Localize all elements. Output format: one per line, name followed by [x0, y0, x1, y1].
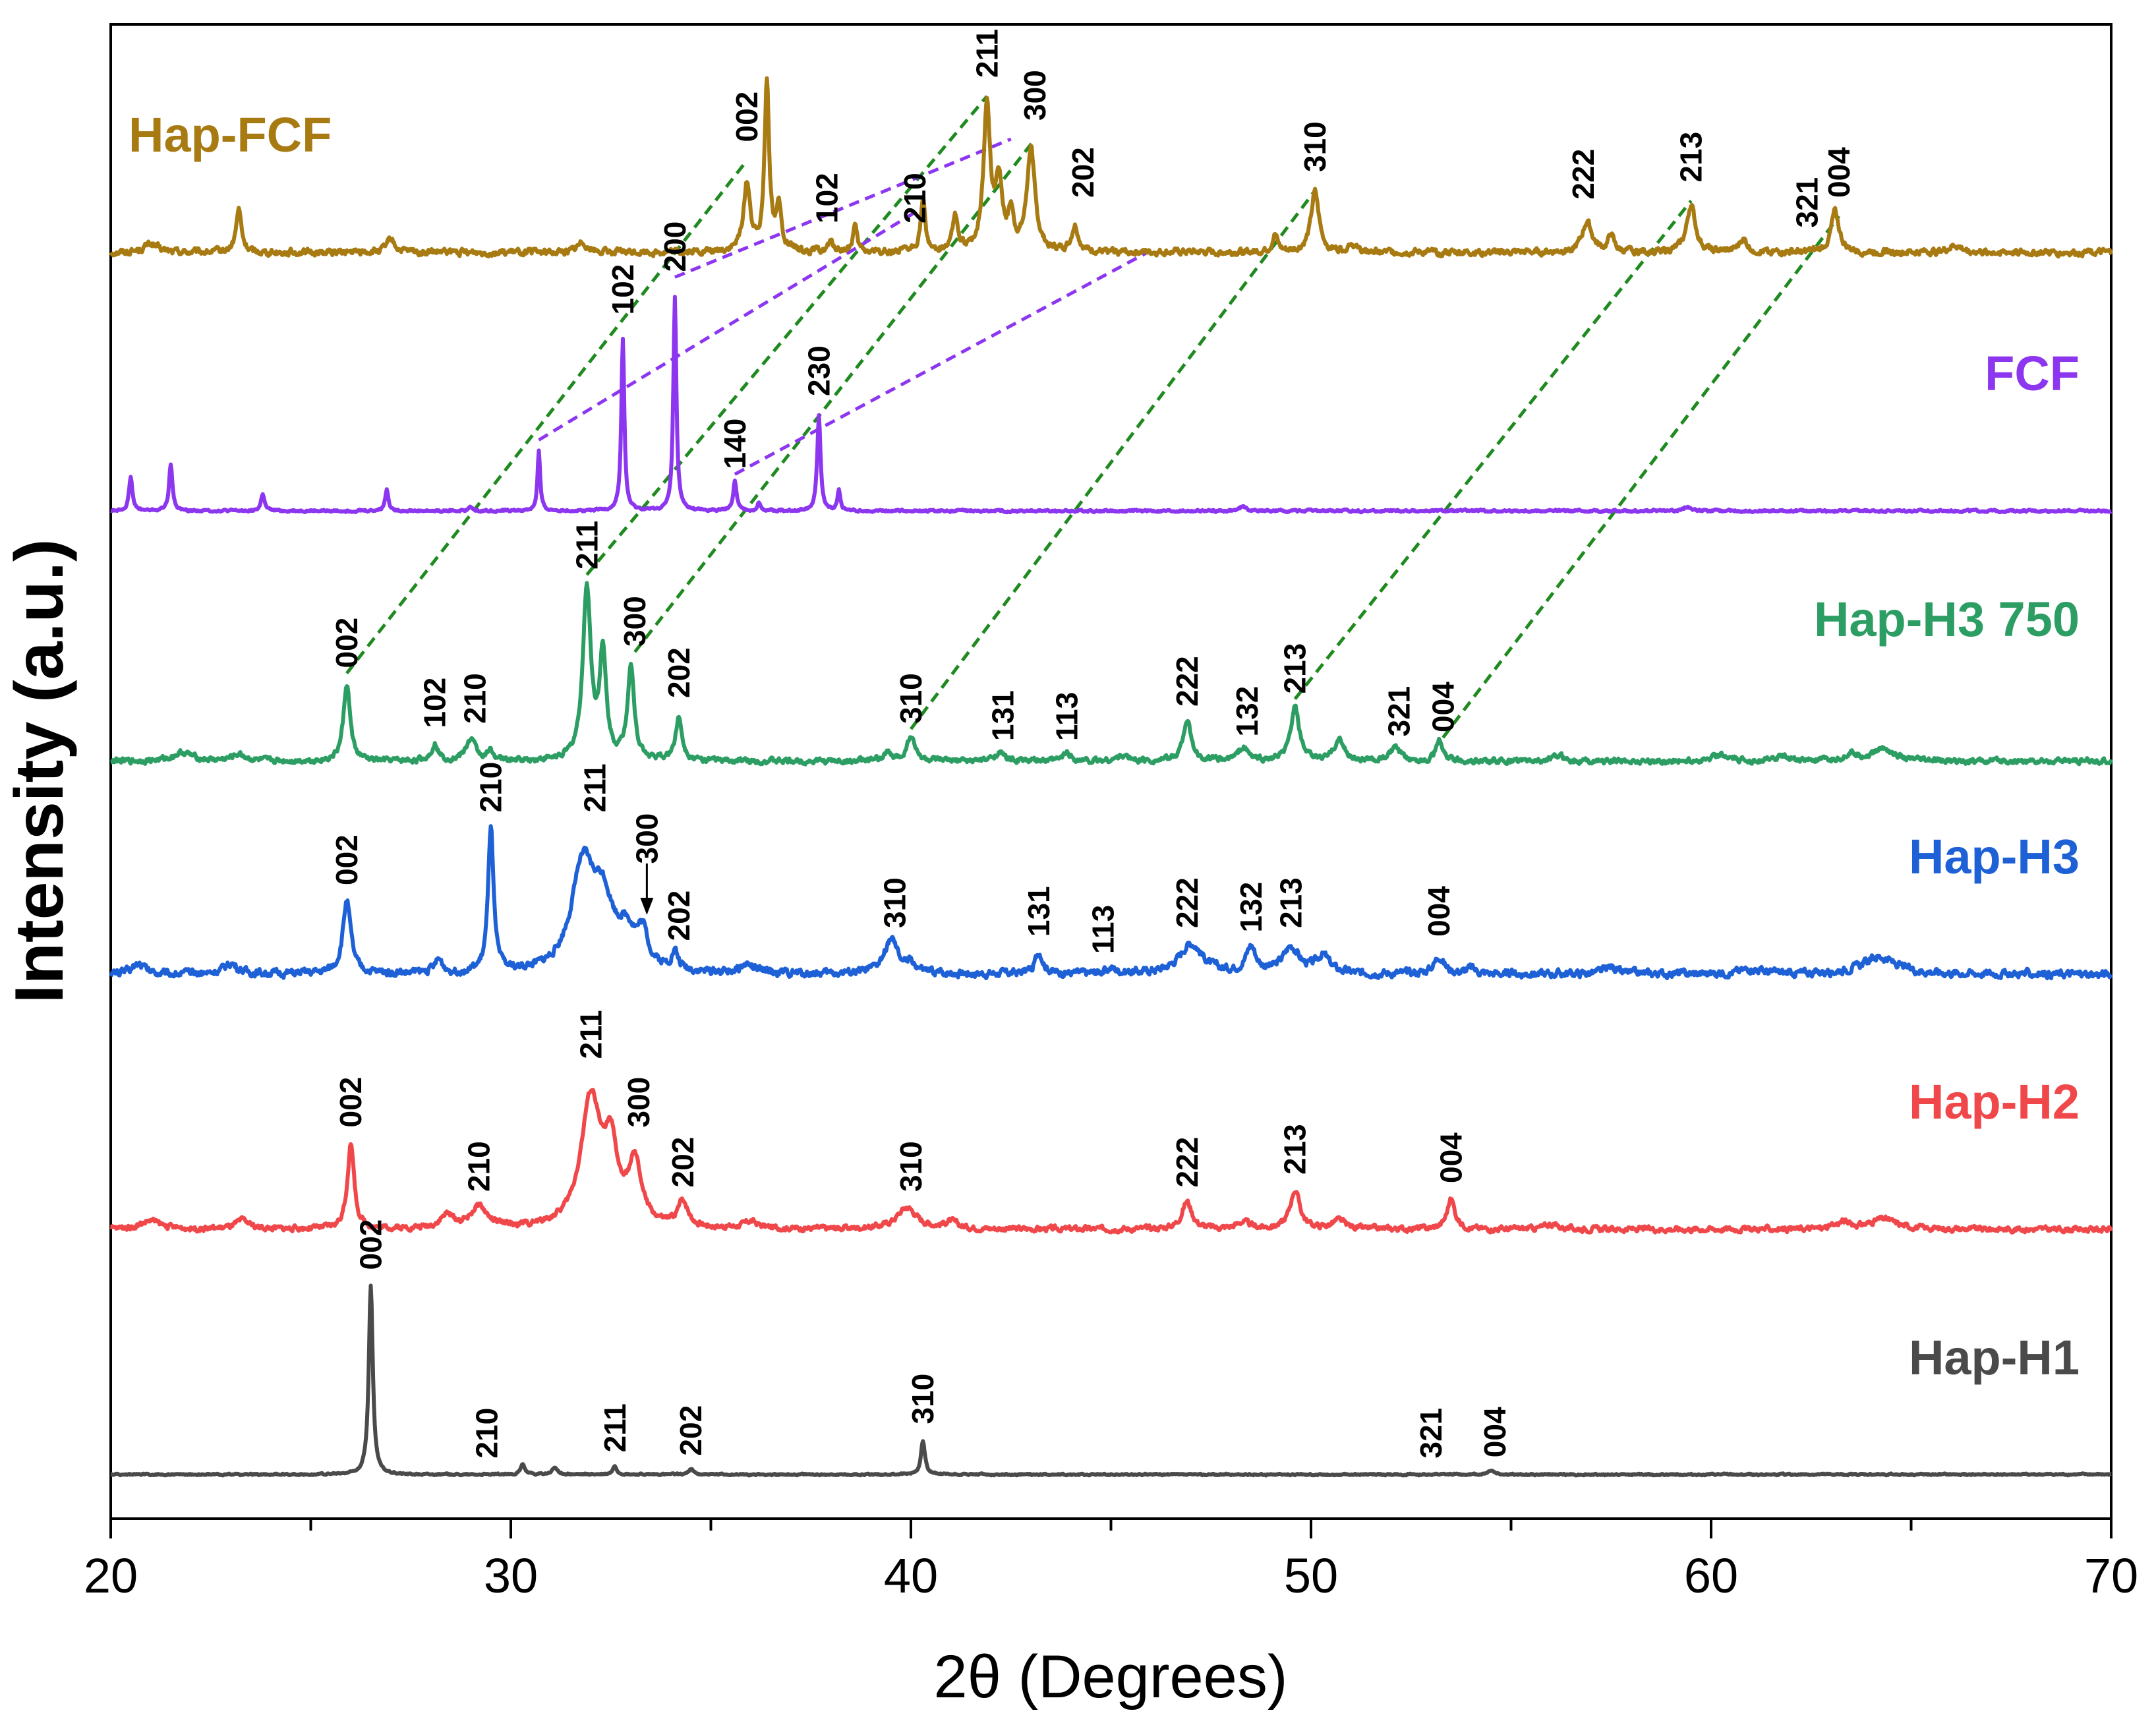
peak-label: 132 [1230, 686, 1264, 737]
peak-label: 300 [1018, 70, 1052, 121]
guide-line [633, 138, 1037, 653]
x-tick-label: 40 [884, 1548, 938, 1603]
peak-label: 300 [629, 813, 664, 864]
peak-label: 213 [1278, 1124, 1312, 1175]
x-tick-label: 70 [2084, 1548, 2138, 1603]
x-tick-label: 60 [1684, 1548, 1738, 1603]
guide-line [538, 206, 924, 442]
peak-label: 321 [1790, 177, 1824, 228]
series-label-hap-fcf: Hap-FCF [129, 107, 332, 162]
peak-label: 211 [598, 1403, 632, 1452]
peak-label: 210 [461, 1141, 496, 1192]
peak-label: 200 [658, 221, 692, 272]
peak-label: 321 [1414, 1408, 1448, 1459]
guide-line [585, 95, 989, 576]
peak-label: 113 [1086, 905, 1120, 954]
peak-label: 113 [1050, 692, 1084, 741]
peak-label: 230 [801, 345, 836, 396]
guide-line [734, 249, 1152, 476]
x-axis-title: 2θ (Degrees) [934, 1643, 1288, 1710]
peak-label: 202 [666, 1137, 700, 1188]
series-label-hap-h2: Hap-H2 [1909, 1074, 2080, 1129]
peak-label: 004 [1822, 147, 1856, 198]
series-label-hap-h3: Hap-H3 [1909, 829, 2080, 884]
x-axis: 20 30 40 50 60 70 [84, 1519, 2138, 1603]
peak-label: 300 [618, 596, 652, 647]
series-line-hap-h2 [109, 1088, 2113, 1235]
x-tick-label: 20 [84, 1548, 138, 1603]
peak-label: 102 [606, 264, 640, 315]
series-line-hap-h1 [109, 1283, 2112, 1478]
peak-label: 102 [810, 173, 844, 223]
peak-label: 211 [569, 521, 604, 570]
peak-label: 213 [1674, 132, 1708, 183]
peak-label: 102 [418, 678, 452, 728]
series-group [109, 76, 2113, 1478]
series-label-hap-h1: Hap-H1 [1909, 1330, 2080, 1385]
peak-label: 321 [1382, 686, 1416, 737]
peak-label: 002 [334, 1077, 368, 1128]
series-line-hap-h3 [109, 824, 2113, 981]
peak-label: 132 [1234, 882, 1268, 933]
peak-label: 222 [1170, 1137, 1204, 1188]
peak-label: 211 [573, 1010, 608, 1059]
peak-label: 004 [1434, 1132, 1468, 1183]
peak-label: 131 [1022, 886, 1056, 937]
peak-label: 131 [986, 690, 1020, 741]
guide-line [1293, 200, 1693, 701]
peak-label: 002 [354, 1219, 388, 1270]
peak-label: 222 [1170, 656, 1204, 707]
series-line-hap-fcf [109, 76, 2113, 259]
peak-label: 202 [662, 647, 696, 698]
peak-label: 222 [1170, 877, 1204, 928]
peak-label: 211 [578, 763, 612, 812]
peak-label: 210 [457, 673, 492, 724]
peak-label: 213 [1274, 877, 1308, 928]
peak-label: 310 [906, 1374, 940, 1424]
guide-lines [345, 95, 1841, 739]
peak-label: 004 [1426, 682, 1460, 732]
guide-line [674, 137, 1012, 279]
peak-label: 002 [330, 618, 364, 668]
peak-label: 140 [718, 419, 752, 469]
peak-label: 002 [330, 834, 364, 885]
peak-label: 202 [662, 891, 696, 941]
peak-label: 202 [1066, 147, 1100, 198]
peak-label: 004 [1478, 1407, 1512, 1457]
peak-label: 310 [1298, 121, 1332, 172]
peak-label: 004 [1422, 886, 1456, 937]
series-line-hap-h3-750 [109, 581, 2113, 767]
peak-label: 210 [474, 762, 508, 813]
peak-label: 300 [622, 1077, 656, 1128]
series-labels: Hap-FCF FCF Hap-H3 750 Hap-H3 Hap-H2 Hap-H1 [129, 107, 2080, 1385]
guide-line [1442, 215, 1841, 739]
y-axis-title: Intensity (a.u.) [1, 539, 78, 1004]
peak-label: 222 [1566, 149, 1600, 200]
guide-line [910, 189, 1317, 730]
x-tick-label: 50 [1284, 1548, 1338, 1603]
peak-label: 310 [894, 673, 928, 724]
arrow-head-icon [640, 898, 654, 915]
series-label-hap-h3-750: Hap-H3 750 [1814, 592, 2080, 647]
guide-line [345, 159, 749, 675]
peak-label: 210 [470, 1408, 504, 1459]
peak-label: 202 [674, 1405, 708, 1456]
peak-label: 002 [730, 92, 764, 142]
peak-label: 211 [970, 29, 1004, 78]
x-tick-label: 30 [484, 1548, 538, 1603]
series-label-fcf: FCF [1985, 346, 2080, 401]
peak-label: 310 [894, 1141, 928, 1192]
peak-label: 213 [1278, 643, 1312, 694]
series-line-fcf [109, 295, 2112, 515]
peak-label: 210 [898, 173, 932, 223]
peak-label: 310 [878, 877, 912, 928]
